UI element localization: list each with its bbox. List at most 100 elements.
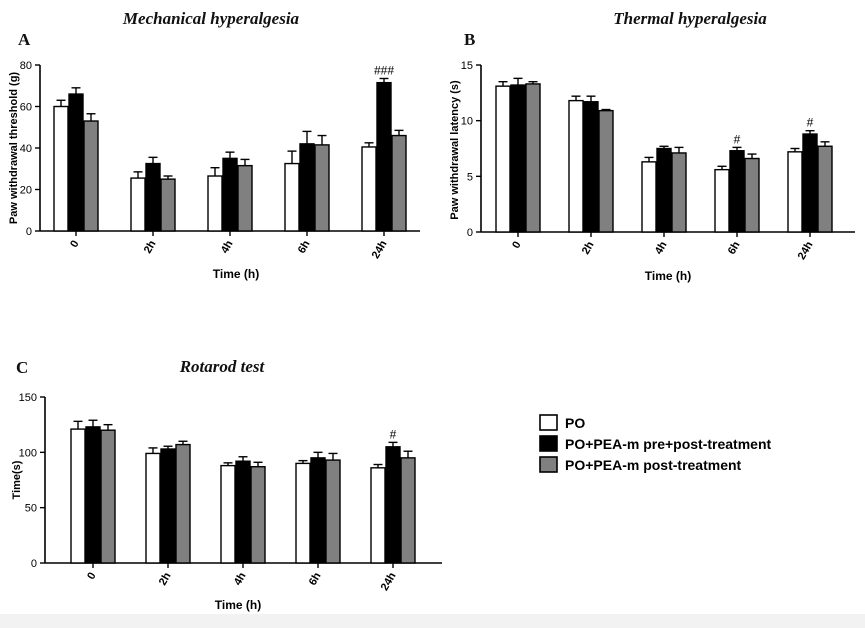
bar (787, 151, 803, 233)
y-tick-label: 150 (19, 392, 37, 404)
x-tick-label: 24h (796, 239, 816, 262)
x-tick-label: 0 (85, 571, 98, 582)
footer-strip (0, 614, 865, 628)
x-axis-label: Time (h) (645, 269, 691, 283)
legend-swatch (539, 456, 558, 473)
bar (130, 177, 146, 232)
x-tick-label: 4h (653, 239, 670, 256)
x-tick-label: 2h (157, 570, 174, 587)
x-tick-label: 2h (142, 238, 159, 255)
bar (525, 83, 541, 233)
bar (145, 162, 161, 232)
x-tick-label: 0 (68, 239, 81, 250)
bar (641, 161, 657, 233)
bar (391, 134, 407, 232)
legend-label: PO+PEA-m pre+post-treatment (565, 436, 771, 452)
bar (160, 448, 176, 564)
y-tick-label: 40 (20, 143, 32, 155)
legend-label: PO (565, 415, 585, 431)
bar (299, 143, 315, 232)
bar (361, 146, 377, 232)
bar (370, 467, 386, 564)
y-tick-label: 20 (20, 185, 32, 197)
legend-label: PO+PEA-m post-treatment (565, 457, 742, 473)
bar (222, 157, 238, 232)
y-axis-label: Paw withdrawal threshold (g) (8, 72, 20, 225)
y-tick-label: 100 (19, 447, 37, 459)
bar (83, 120, 99, 232)
bar (235, 460, 251, 564)
bar (376, 81, 392, 232)
bar (325, 459, 341, 564)
y-tick-label: 0 (31, 558, 37, 570)
bar (207, 175, 223, 232)
bar (284, 162, 300, 232)
bar (729, 150, 745, 233)
y-tick-label: 80 (20, 60, 32, 72)
x-tick-label: 6h (726, 239, 743, 256)
x-tick-label: 0 (510, 240, 523, 251)
x-axis-label: Time (h) (215, 598, 261, 612)
x-axis-label: Time (h) (213, 267, 259, 281)
bar (100, 429, 116, 564)
y-tick-label: 50 (25, 503, 37, 515)
bar (385, 446, 401, 564)
significance-label: ### (374, 63, 394, 77)
bar (250, 466, 266, 564)
x-tick-label: 4h (219, 238, 236, 255)
bar (598, 109, 614, 233)
y-tick-label: 0 (467, 227, 473, 239)
legend-swatch (539, 414, 558, 431)
x-tick-label: 24h (370, 238, 390, 261)
bar (656, 147, 672, 233)
significance-label: # (390, 427, 397, 441)
bar (495, 85, 511, 233)
bar (220, 464, 236, 564)
x-tick-label: 4h (232, 570, 249, 587)
bar (583, 101, 599, 233)
chart-title: Mechanical hyperalgesia (122, 9, 300, 28)
bar (510, 84, 526, 233)
chart-title: Thermal hyperalgesia (613, 9, 767, 28)
chart-panel-c: C Rotarod test 0 50 100 150 0 2h 4h 6h 24h # Time (h… (11, 357, 442, 612)
bar (53, 105, 69, 232)
bar (70, 428, 86, 564)
panel-label: B (464, 30, 475, 49)
legend-swatch (539, 435, 558, 452)
y-tick-label: 10 (461, 116, 473, 128)
bar (68, 93, 84, 232)
significance-label: # (807, 116, 814, 130)
significance-label: # (734, 132, 741, 146)
x-tick-label: 6h (296, 238, 313, 255)
y-tick-label: 60 (20, 102, 32, 114)
y-tick-label: 15 (461, 60, 473, 72)
y-axis-label: Paw withdrawal latency (s) (449, 80, 461, 220)
bar (802, 133, 818, 233)
x-tick-label: 6h (307, 570, 324, 587)
bar (310, 457, 326, 564)
bar (817, 145, 833, 233)
panel-label: A (18, 30, 31, 49)
bar (314, 144, 330, 232)
chart-panel-b: B Thermal hyperalgesia 0 5 10 15 0 2h 4h 6h 24h # # T… (449, 9, 855, 283)
bar (744, 157, 760, 233)
bar (175, 443, 191, 564)
x-tick-label: 2h (580, 239, 597, 256)
y-axis-label: Time(s) (11, 460, 23, 499)
bar (295, 462, 311, 564)
chart-panel-a: A Mechanical hyperalgesia 0 20 40 60 80 0 2h 4h 6h… (8, 9, 420, 281)
bar (568, 99, 584, 233)
bar (237, 164, 253, 232)
panel-label: C (16, 358, 28, 377)
legend: PO PO+PEA-m pre+post-treatment PO+PEA-m po… (539, 414, 771, 473)
y-tick-label: 0 (26, 226, 32, 238)
y-tick-label: 5 (467, 171, 473, 183)
bar (400, 457, 416, 564)
bar (160, 178, 176, 232)
bar (714, 168, 730, 233)
bar (85, 426, 101, 564)
x-tick-label: 24h (379, 570, 399, 593)
bar (671, 152, 687, 233)
chart-title: Rotarod test (179, 357, 266, 376)
